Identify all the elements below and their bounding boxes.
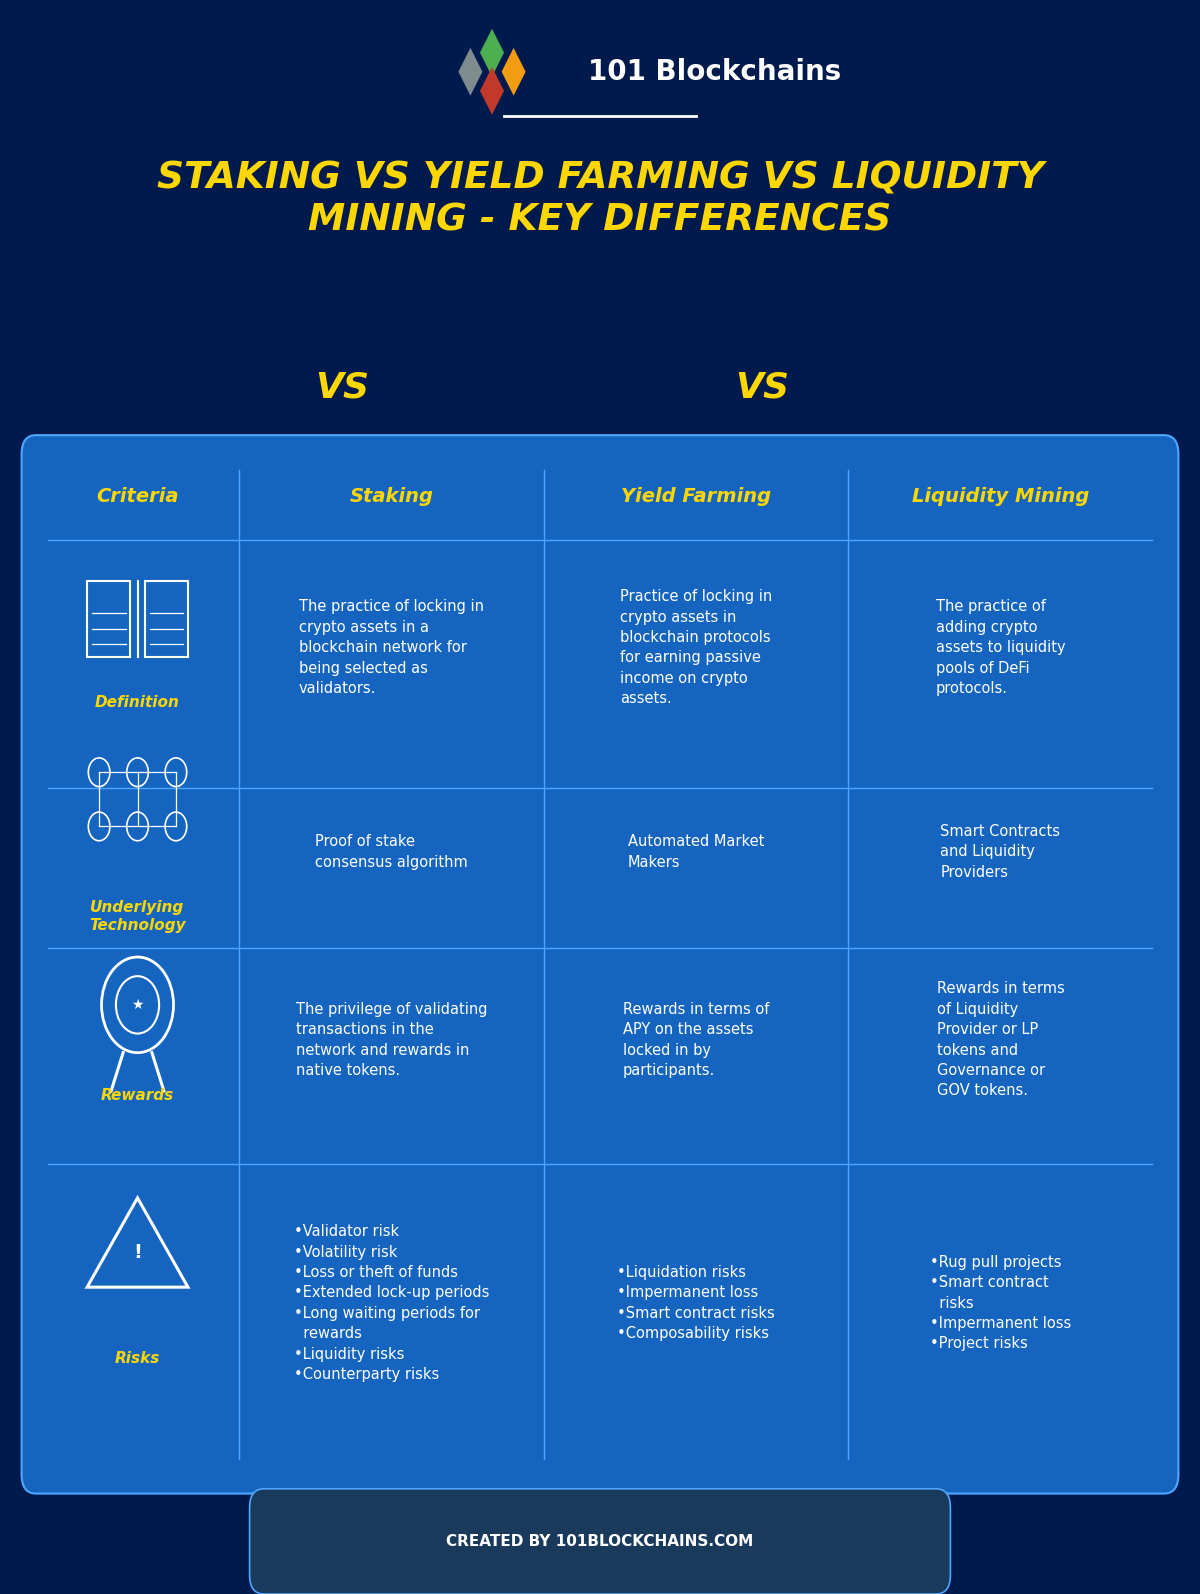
Text: Automated Market
Makers: Automated Market Makers (628, 834, 764, 870)
Text: Rewards in terms
of Liquidity
Provider or LP
tokens and
Governance or
GOV tokens: Rewards in terms of Liquidity Provider o… (936, 982, 1064, 1098)
Text: Definition: Definition (95, 695, 180, 711)
Text: The practice of locking in
crypto assets in a
blockchain network for
being selec: The practice of locking in crypto assets… (299, 599, 484, 697)
Text: Rewards in terms of
APY on the assets
locked in by
participants.: Rewards in terms of APY on the assets lo… (623, 1001, 769, 1078)
Text: •Liquidation risks
•Impermanent loss
•Smart contract risks
•Composability risks: •Liquidation risks •Impermanent loss •Sm… (617, 1266, 775, 1341)
Text: CREATED BY 101BLOCKCHAINS.COM: CREATED BY 101BLOCKCHAINS.COM (446, 1533, 754, 1549)
Text: Rewards: Rewards (101, 1087, 174, 1103)
Text: ★: ★ (131, 998, 144, 1012)
Text: 101 Blockchains: 101 Blockchains (588, 57, 841, 86)
Text: VS: VS (314, 370, 370, 405)
Text: VS: VS (734, 370, 790, 405)
Text: Staking: Staking (349, 488, 433, 507)
Text: The privilege of validating
transactions in the
network and rewards in
native to: The privilege of validating transactions… (295, 1001, 487, 1078)
Text: •Validator risk
•Volatility risk
•Loss or theft of funds
•Extended lock-up perio: •Validator risk •Volatility risk •Loss o… (294, 1224, 490, 1382)
Text: Smart Contracts
and Liquidity
Providers: Smart Contracts and Liquidity Providers (941, 824, 1061, 880)
Text: STAKING VS YIELD FARMING VS LIQUIDITY
MINING - KEY DIFFERENCES: STAKING VS YIELD FARMING VS LIQUIDITY MI… (156, 161, 1044, 238)
Text: •Rug pull projects
•Smart contract
  risks
•Impermanent loss
•Project risks: •Rug pull projects •Smart contract risks… (930, 1254, 1072, 1352)
Text: Underlying
Technology: Underlying Technology (89, 899, 186, 934)
Text: !: ! (133, 1243, 142, 1261)
Polygon shape (480, 67, 504, 115)
Text: Proof of stake
consensus algorithm: Proof of stake consensus algorithm (314, 834, 468, 870)
Polygon shape (502, 48, 526, 96)
Text: Yield Farming: Yield Farming (620, 488, 770, 507)
Text: The practice of
adding crypto
assets to liquidity
pools of DeFi
protocols.: The practice of adding crypto assets to … (936, 599, 1066, 697)
FancyBboxPatch shape (250, 1489, 950, 1594)
FancyBboxPatch shape (22, 435, 1178, 1494)
Text: Criteria: Criteria (96, 488, 179, 507)
Polygon shape (480, 29, 504, 77)
Polygon shape (458, 48, 482, 96)
Text: Practice of locking in
crypto assets in
blockchain protocols
for earning passive: Practice of locking in crypto assets in … (619, 590, 772, 706)
Text: Liquidity Mining: Liquidity Mining (912, 488, 1090, 507)
Text: Risks: Risks (115, 1352, 161, 1366)
